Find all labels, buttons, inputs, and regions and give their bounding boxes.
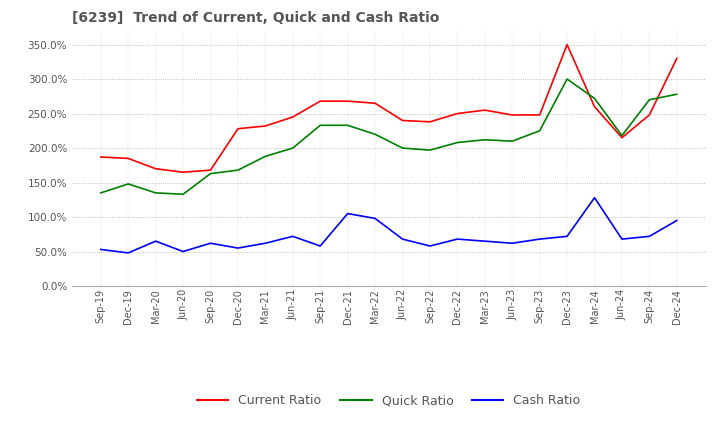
Current Ratio [453, 111, 462, 116]
Cash Ratio [672, 218, 681, 223]
Quick Ratio [206, 171, 215, 176]
Line: Quick Ratio: Quick Ratio [101, 79, 677, 194]
Cash Ratio [508, 241, 516, 246]
Quick Ratio [316, 123, 325, 128]
Current Ratio [672, 56, 681, 61]
Cash Ratio [536, 236, 544, 242]
Line: Current Ratio: Current Ratio [101, 44, 677, 172]
Current Ratio [179, 169, 187, 175]
Cash Ratio [618, 236, 626, 242]
Current Ratio [124, 156, 132, 161]
Current Ratio [289, 114, 297, 120]
Quick Ratio [96, 190, 105, 195]
Current Ratio [233, 126, 242, 132]
Line: Cash Ratio: Cash Ratio [101, 198, 677, 253]
Cash Ratio [151, 238, 160, 244]
Quick Ratio [590, 96, 599, 101]
Current Ratio [151, 166, 160, 172]
Current Ratio [480, 107, 489, 113]
Current Ratio [508, 112, 516, 117]
Cash Ratio [343, 211, 352, 216]
Current Ratio [398, 118, 407, 123]
Current Ratio [371, 101, 379, 106]
Quick Ratio [151, 190, 160, 195]
Cash Ratio [316, 243, 325, 249]
Cash Ratio [398, 236, 407, 242]
Cash Ratio [480, 238, 489, 244]
Quick Ratio [343, 123, 352, 128]
Legend: Current Ratio, Quick Ratio, Cash Ratio: Current Ratio, Quick Ratio, Cash Ratio [192, 389, 585, 412]
Current Ratio [618, 135, 626, 140]
Current Ratio [536, 112, 544, 117]
Cash Ratio [453, 236, 462, 242]
Current Ratio [590, 104, 599, 109]
Quick Ratio [426, 147, 434, 153]
Cash Ratio [124, 250, 132, 256]
Quick Ratio [672, 92, 681, 97]
Cash Ratio [590, 195, 599, 200]
Cash Ratio [179, 249, 187, 254]
Quick Ratio [563, 77, 572, 82]
Cash Ratio [563, 234, 572, 239]
Quick Ratio [233, 168, 242, 173]
Current Ratio [426, 119, 434, 125]
Current Ratio [645, 112, 654, 117]
Current Ratio [316, 99, 325, 104]
Quick Ratio [398, 145, 407, 150]
Cash Ratio [426, 243, 434, 249]
Cash Ratio [96, 247, 105, 252]
Current Ratio [206, 168, 215, 173]
Quick Ratio [618, 133, 626, 138]
Cash Ratio [645, 234, 654, 239]
Quick Ratio [645, 97, 654, 103]
Quick Ratio [124, 181, 132, 187]
Cash Ratio [233, 246, 242, 251]
Cash Ratio [261, 241, 270, 246]
Cash Ratio [371, 216, 379, 221]
Quick Ratio [508, 139, 516, 144]
Quick Ratio [453, 140, 462, 145]
Quick Ratio [480, 137, 489, 143]
Cash Ratio [289, 234, 297, 239]
Current Ratio [563, 42, 572, 47]
Cash Ratio [206, 241, 215, 246]
Quick Ratio [261, 154, 270, 159]
Text: [6239]  Trend of Current, Quick and Cash Ratio: [6239] Trend of Current, Quick and Cash … [72, 11, 439, 26]
Current Ratio [343, 99, 352, 104]
Quick Ratio [179, 192, 187, 197]
Current Ratio [261, 123, 270, 128]
Current Ratio [96, 154, 105, 160]
Quick Ratio [289, 145, 297, 150]
Quick Ratio [371, 132, 379, 137]
Quick Ratio [536, 128, 544, 133]
